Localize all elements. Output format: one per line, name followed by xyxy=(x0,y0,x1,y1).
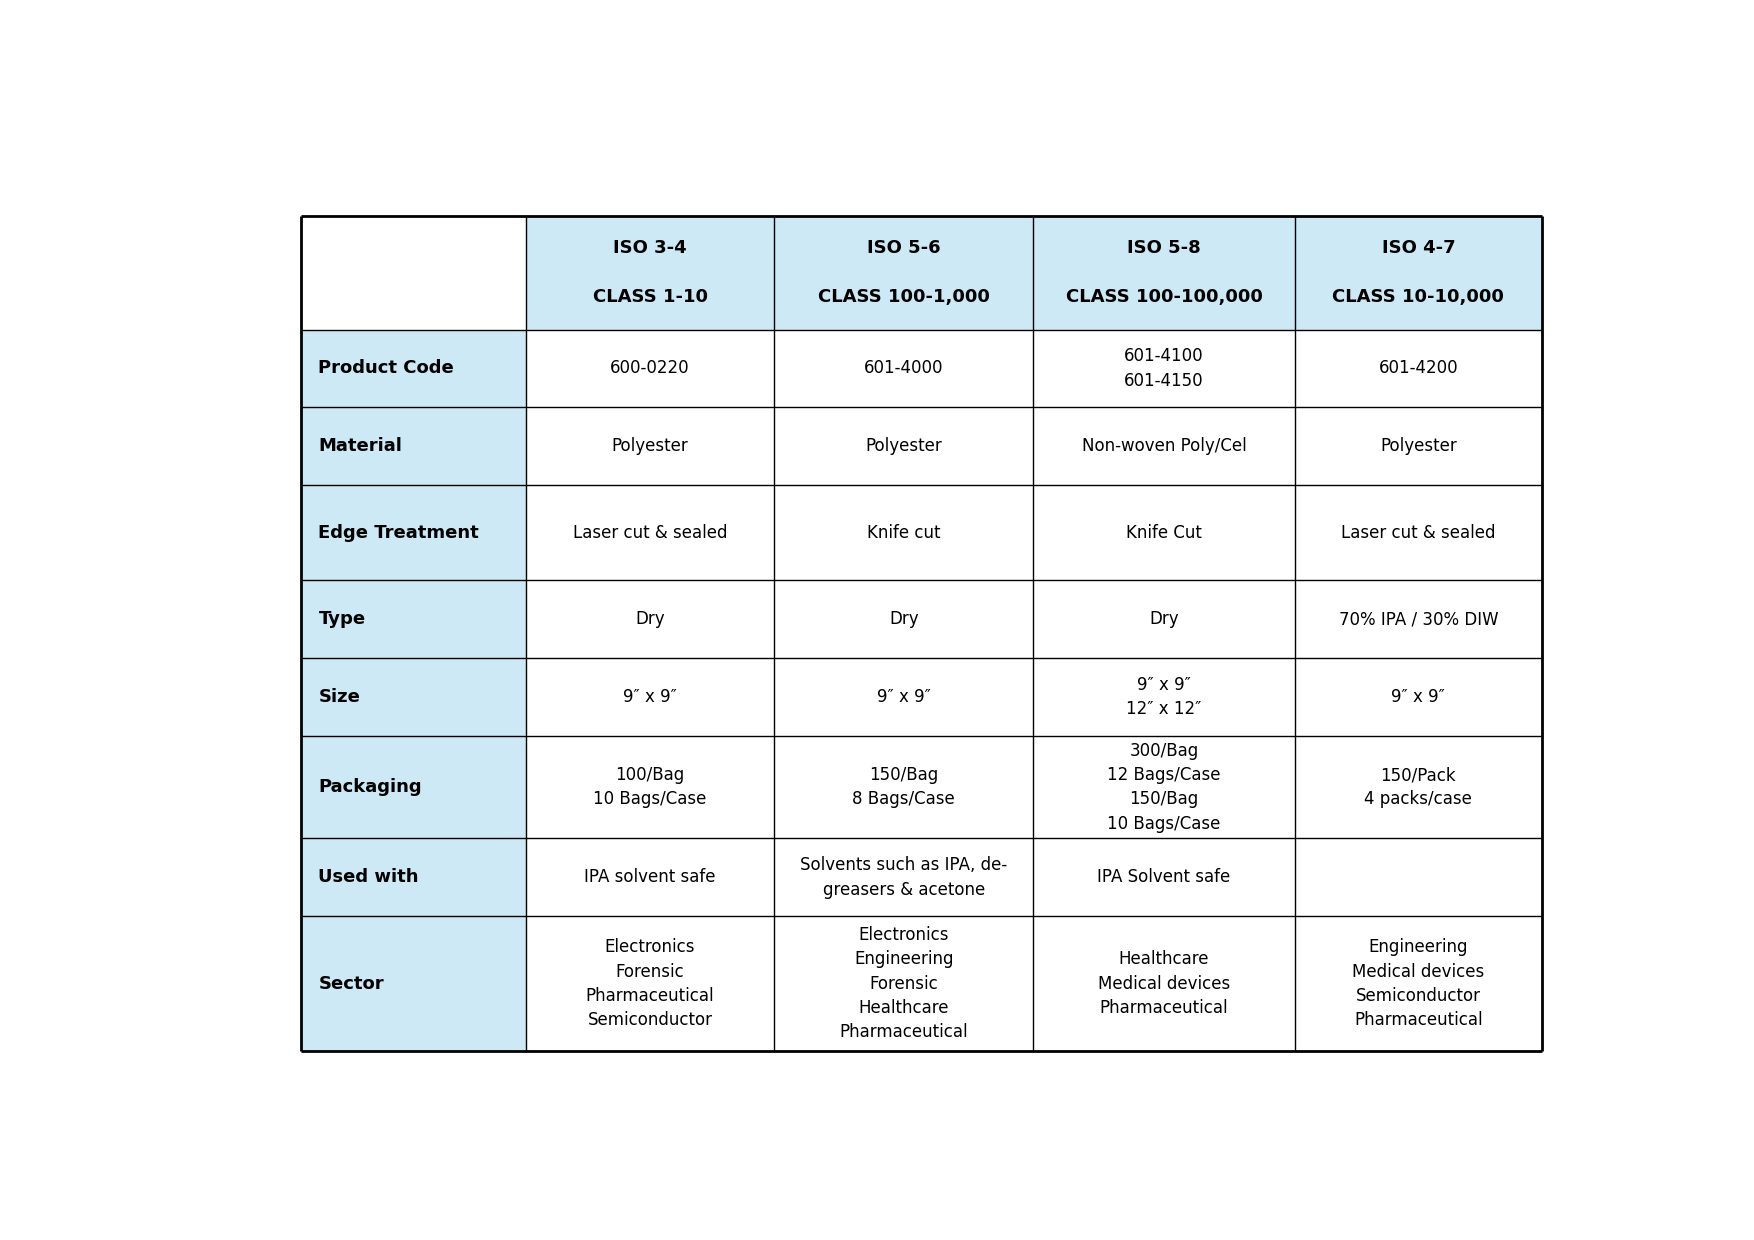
Text: 70% IPA / 30% DIW: 70% IPA / 30% DIW xyxy=(1338,610,1498,629)
Text: 300/Bag
12 Bags/Case
150/Bag
10 Bags/Case: 300/Bag 12 Bags/Case 150/Bag 10 Bags/Cas… xyxy=(1107,742,1221,832)
Bar xyxy=(1294,916,1542,1052)
Text: 100/Bag
10 Bags/Case: 100/Bag 10 Bags/Case xyxy=(593,766,707,808)
Text: Engineering
Medical devices
Semiconductor
Pharmaceutical: Engineering Medical devices Semiconducto… xyxy=(1352,939,1484,1029)
Text: 601-4100
601-4150: 601-4100 601-4150 xyxy=(1124,347,1203,389)
Bar xyxy=(526,916,774,1052)
Text: Polyester: Polyester xyxy=(1380,438,1458,455)
Bar xyxy=(302,485,526,580)
Bar xyxy=(1033,485,1294,580)
Bar xyxy=(1033,216,1294,330)
Text: 600-0220: 600-0220 xyxy=(610,360,689,377)
Text: Dry: Dry xyxy=(635,610,665,629)
Text: 9″ x 9″: 9″ x 9″ xyxy=(877,688,931,706)
Text: Laser cut & sealed: Laser cut & sealed xyxy=(574,523,728,542)
Bar xyxy=(302,916,526,1052)
Bar xyxy=(1033,916,1294,1052)
Bar xyxy=(774,580,1033,658)
Bar xyxy=(1033,580,1294,658)
Text: Electronics
Engineering
Forensic
Healthcare
Pharmaceutical: Electronics Engineering Forensic Healthc… xyxy=(840,926,968,1042)
Bar xyxy=(526,735,774,838)
Text: Non-woven Poly/Cel: Non-woven Poly/Cel xyxy=(1082,438,1247,455)
Bar xyxy=(1294,330,1542,408)
Text: ISO 4-7

CLASS 10-10,000: ISO 4-7 CLASS 10-10,000 xyxy=(1333,239,1505,306)
Text: ISO 3-4

CLASS 1-10: ISO 3-4 CLASS 1-10 xyxy=(593,239,707,306)
Bar xyxy=(302,408,526,485)
Text: 150/Pack
4 packs/case: 150/Pack 4 packs/case xyxy=(1365,766,1472,808)
Bar xyxy=(526,408,774,485)
Bar xyxy=(526,330,774,408)
Bar xyxy=(774,838,1033,916)
Bar xyxy=(1294,408,1542,485)
Bar xyxy=(774,735,1033,838)
Bar xyxy=(774,408,1033,485)
Bar xyxy=(302,216,526,330)
Text: Laser cut & sealed: Laser cut & sealed xyxy=(1342,523,1496,542)
Text: Type: Type xyxy=(319,610,365,629)
Bar xyxy=(774,485,1033,580)
Text: ISO 5-6

CLASS 100-1,000: ISO 5-6 CLASS 100-1,000 xyxy=(817,239,989,306)
Text: 9″ x 9″: 9″ x 9″ xyxy=(1391,688,1445,706)
Bar xyxy=(1294,485,1542,580)
Text: IPA Solvent safe: IPA Solvent safe xyxy=(1098,868,1231,887)
Bar xyxy=(302,838,526,916)
Text: 9″ x 9″: 9″ x 9″ xyxy=(623,688,677,706)
Bar xyxy=(302,735,526,838)
Bar xyxy=(1033,330,1294,408)
Text: Edge Treatment: Edge Treatment xyxy=(319,523,479,542)
Text: Healthcare
Medical devices
Pharmaceutical: Healthcare Medical devices Pharmaceutica… xyxy=(1098,950,1230,1017)
Text: Used with: Used with xyxy=(319,868,419,887)
Bar xyxy=(1294,838,1542,916)
Bar xyxy=(774,216,1033,330)
Bar xyxy=(1294,216,1542,330)
Bar xyxy=(302,330,526,408)
Text: 601-4200: 601-4200 xyxy=(1379,360,1458,377)
Text: Polyester: Polyester xyxy=(612,438,688,455)
Text: Packaging: Packaging xyxy=(319,779,423,796)
Text: Solvents such as IPA, de-
greasers & acetone: Solvents such as IPA, de- greasers & ace… xyxy=(800,856,1007,899)
Bar xyxy=(774,916,1033,1052)
Text: Polyester: Polyester xyxy=(865,438,942,455)
Bar xyxy=(302,658,526,735)
Text: 601-4000: 601-4000 xyxy=(865,360,944,377)
Bar xyxy=(526,485,774,580)
Bar xyxy=(1033,735,1294,838)
Text: Electronics
Forensic
Pharmaceutical
Semiconductor: Electronics Forensic Pharmaceutical Semi… xyxy=(586,939,714,1029)
Bar xyxy=(1294,735,1542,838)
Text: Dry: Dry xyxy=(1149,610,1179,629)
Text: IPA solvent safe: IPA solvent safe xyxy=(584,868,716,887)
Text: Size: Size xyxy=(319,688,360,706)
Bar xyxy=(1294,658,1542,735)
Text: Knife cut: Knife cut xyxy=(866,523,940,542)
Bar xyxy=(526,580,774,658)
Text: Material: Material xyxy=(319,438,402,455)
Text: Sector: Sector xyxy=(319,975,384,993)
Bar xyxy=(1033,838,1294,916)
Text: Product Code: Product Code xyxy=(319,360,454,377)
Bar xyxy=(1033,658,1294,735)
Bar xyxy=(774,330,1033,408)
Bar xyxy=(774,658,1033,735)
Bar xyxy=(1294,580,1542,658)
Bar xyxy=(302,580,526,658)
Bar xyxy=(526,216,774,330)
Text: 150/Bag
8 Bags/Case: 150/Bag 8 Bags/Case xyxy=(852,766,956,808)
Bar xyxy=(1033,408,1294,485)
Text: Knife Cut: Knife Cut xyxy=(1126,523,1201,542)
Bar xyxy=(526,838,774,916)
Bar xyxy=(526,658,774,735)
Text: 9″ x 9″
12″ x 12″: 9″ x 9″ 12″ x 12″ xyxy=(1126,676,1201,718)
Text: ISO 5-8

CLASS 100-100,000: ISO 5-8 CLASS 100-100,000 xyxy=(1066,239,1263,306)
Text: Dry: Dry xyxy=(889,610,919,629)
